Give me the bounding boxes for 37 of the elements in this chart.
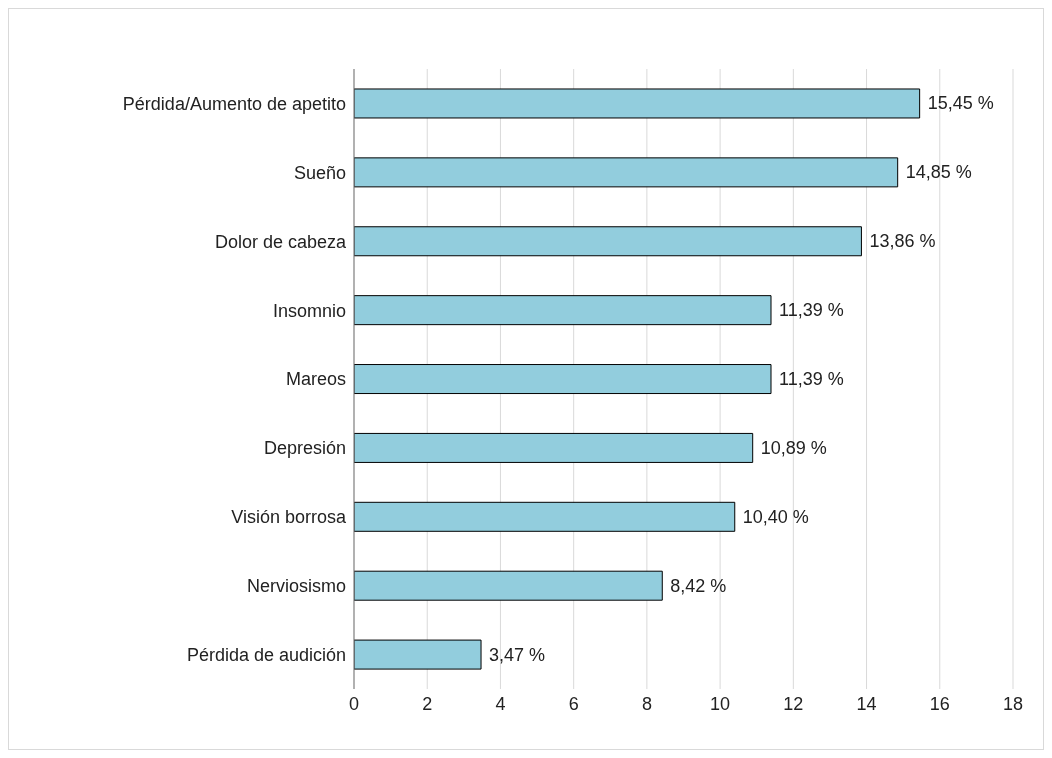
data-label: 8,42 % bbox=[670, 575, 727, 596]
y-tick-label: Insomnio bbox=[272, 300, 346, 321]
y-tick-label: Sueño bbox=[293, 162, 346, 183]
x-tick-label: 12 bbox=[783, 693, 804, 714]
y-tick-label: Pérdida/Aumento de apetito bbox=[122, 93, 346, 114]
y-tick-label: Depresión bbox=[263, 438, 346, 459]
x-tick-label: 14 bbox=[856, 693, 877, 714]
x-tick-label: 8 bbox=[641, 693, 652, 714]
y-tick-label: Dolor de cabeza bbox=[214, 231, 347, 252]
bar bbox=[354, 570, 663, 601]
data-label: 3,47 % bbox=[489, 644, 546, 665]
bar bbox=[354, 432, 754, 463]
data-label: 10,89 % bbox=[760, 437, 827, 458]
y-tick-label: Visión borrosa bbox=[231, 507, 347, 528]
x-tick-label: 6 bbox=[568, 693, 579, 714]
data-label: 13,86 % bbox=[869, 231, 936, 252]
bar bbox=[354, 157, 899, 188]
bar bbox=[354, 501, 736, 532]
bar bbox=[354, 88, 921, 119]
y-tick-label: Mareos bbox=[285, 369, 346, 390]
bar bbox=[354, 295, 772, 326]
x-tick-label: 0 bbox=[348, 693, 360, 714]
data-label: 11,39 % bbox=[779, 369, 844, 390]
bar bbox=[354, 364, 772, 395]
y-tick-label: Pérdida de audición bbox=[186, 644, 346, 665]
x-tick-label: 18 bbox=[1002, 693, 1024, 714]
x-tick-label: 10 bbox=[710, 693, 731, 714]
bar bbox=[354, 226, 862, 257]
data-label: 11,39 % bbox=[779, 300, 844, 321]
y-tick-label: Nerviosismo bbox=[246, 576, 346, 597]
data-label: 14,85 % bbox=[905, 162, 972, 183]
x-tick-label: 2 bbox=[422, 693, 433, 714]
data-label: 15,45 % bbox=[927, 93, 994, 114]
data-label: 10,40 % bbox=[742, 506, 809, 527]
x-tick-label: 4 bbox=[495, 693, 506, 714]
bar bbox=[354, 639, 482, 670]
x-tick-label: 16 bbox=[929, 693, 950, 714]
